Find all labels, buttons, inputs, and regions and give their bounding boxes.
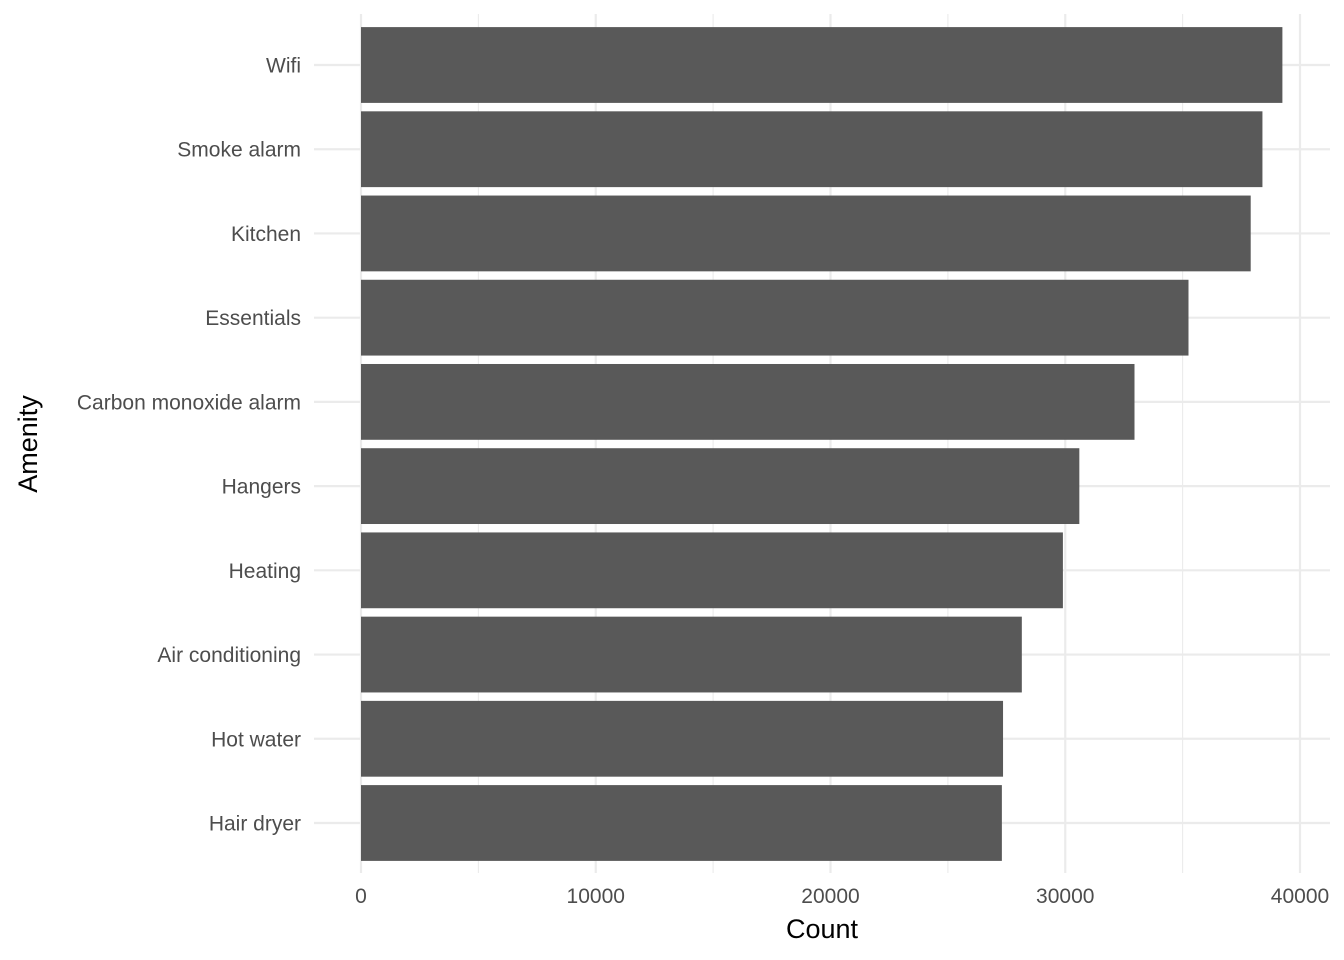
y-tick-label: Essentials [205,307,301,330]
x-axis-title: Count [786,914,859,944]
bar [361,279,1189,356]
bar [361,363,1135,440]
bar [361,616,1022,693]
x-tick-label: 30000 [1036,885,1094,908]
bars [361,27,1283,861]
x-tick-label: 0 [355,885,367,908]
bar [361,785,1002,861]
y-tick-label: Air conditioning [157,644,301,667]
y-tick-label: Kitchen [231,223,301,246]
bar [361,448,1080,525]
y-axis-tick-labels: Wifi Smoke alarm Kitchen Essentials Carbon m… [77,55,301,836]
y-tick-label: Hair dryer [209,813,301,836]
x-tick-label: 20000 [801,885,859,908]
y-tick-label: Wifi [266,55,301,78]
bar [361,27,1283,103]
bar [361,195,1251,272]
y-axis-title: Amenity [13,395,43,493]
y-tick-label: Carbon monoxide alarm [77,391,301,414]
y-tick-label: Smoke alarm [177,139,301,162]
x-axis-tick-labels: 0 10000 20000 30000 40000 [355,885,1329,908]
bar [361,532,1063,609]
x-tick-label: 40000 [1271,885,1329,908]
y-tick-label: Heating [229,560,301,583]
bar [361,700,1004,777]
x-tick-label: 10000 [567,885,625,908]
y-tick-label: Hangers [222,476,301,499]
bar [361,111,1263,188]
y-tick-label: Hot water [211,728,301,751]
